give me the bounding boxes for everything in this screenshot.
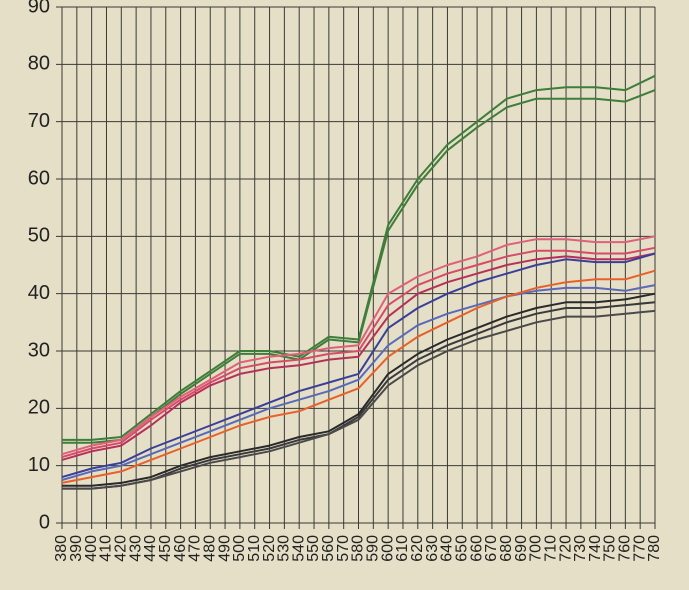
x-tick-label: 680 [498,535,515,562]
x-tick-label: 740 [587,535,604,562]
y-tick-label: 0 [39,511,50,533]
x-tick-label: 600 [379,535,396,562]
x-tick-label: 730 [572,535,589,562]
y-tick-label: 30 [28,339,50,361]
x-tick-label: 560 [320,535,337,562]
x-tick-label: 530 [276,535,293,562]
x-tick-label: 420 [113,535,130,562]
x-tick-label: 510 [246,535,263,562]
series-line [61,284,656,481]
x-tick-label: 440 [142,535,159,562]
x-tick-label: 690 [513,535,530,562]
x-tick-label: 410 [98,535,115,562]
x-tick-label: 640 [439,535,456,562]
x-tick-label: 460 [172,535,189,562]
y-tick-label: 10 [28,454,50,476]
x-tick-label: 770 [631,535,648,562]
x-tick-label: 650 [453,535,470,562]
x-tick-label: 580 [350,535,367,562]
x-tick-label: 610 [394,535,411,562]
series-line [61,269,656,484]
x-tick-label: 430 [127,535,144,562]
x-tick-label: 750 [602,535,619,562]
series-line [61,235,656,456]
y-tick-label: 80 [28,53,50,75]
series-line [61,252,656,461]
series-line [62,292,656,487]
x-tick-label: 760 [617,535,634,562]
series-line [61,246,656,459]
x-tick-label: 520 [261,535,278,562]
x-tick-label: 470 [187,535,204,562]
x-tick-label: 380 [53,535,70,562]
y-tick-label: 40 [28,282,50,304]
y-tick-label: 90 [28,0,50,17]
x-tick-label: 540 [290,535,307,562]
x-tick-label: 720 [557,535,574,562]
y-tick-label: 70 [28,110,50,132]
series-line [62,309,656,490]
x-tick-label: 670 [483,535,500,562]
series-line [61,252,656,479]
x-tick-label: 390 [68,535,85,562]
x-tick-label: 400 [83,535,100,562]
y-tick-label: 20 [28,397,50,419]
y-tick-label: 50 [28,225,50,247]
x-tick-label: 710 [542,535,559,562]
x-tick-label: 660 [468,535,485,562]
y-tick-label: 60 [28,167,50,189]
x-tick-label: 590 [365,535,382,562]
x-tick-label: 500 [231,535,248,562]
x-tick-label: 550 [305,535,322,562]
x-tick-label: 630 [424,535,441,562]
x-tick-label: 480 [201,535,218,562]
x-tick-label: 620 [409,535,426,562]
x-tick-label: 490 [216,535,233,562]
x-tick-label: 570 [335,535,352,562]
x-tick-label: 450 [157,535,174,562]
x-tick-label: 780 [646,535,663,562]
x-tick-label: 700 [528,535,545,562]
